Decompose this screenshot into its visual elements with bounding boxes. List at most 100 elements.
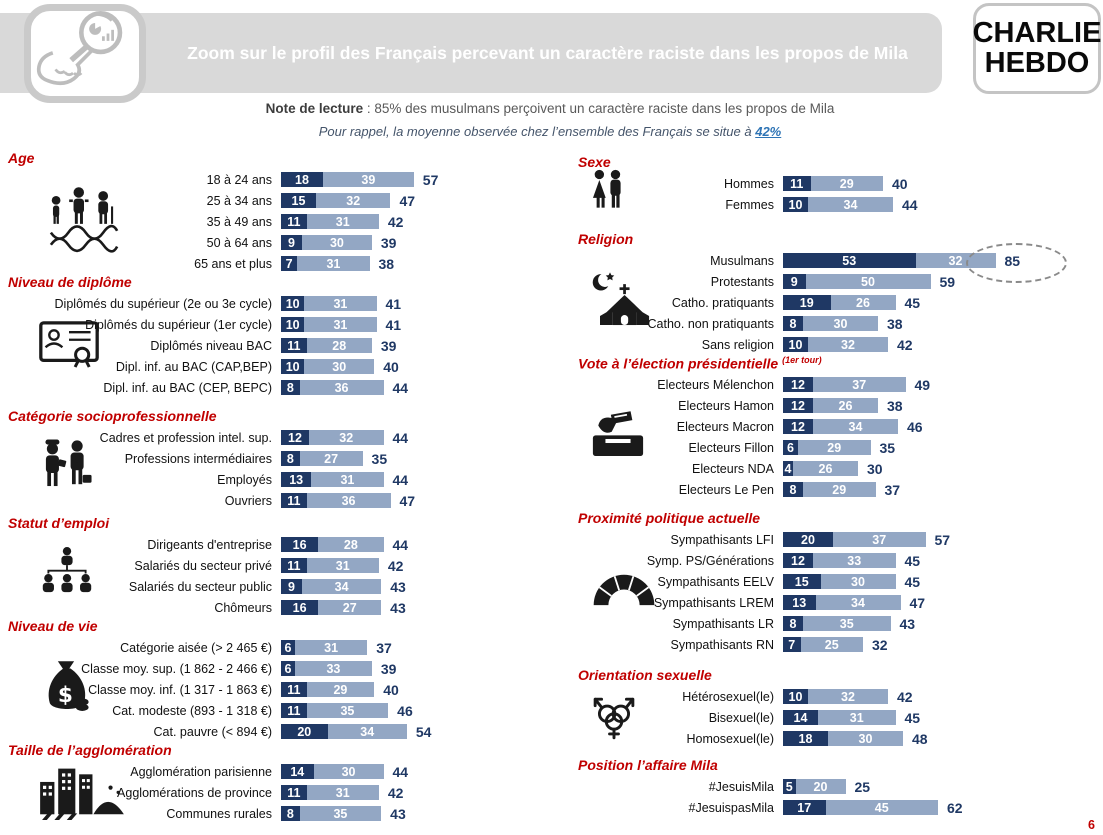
logo-line1: CHARLIE	[972, 16, 1102, 49]
bar-segment-dark: 10	[281, 317, 305, 332]
average-value-link[interactable]: 42%	[755, 124, 782, 139]
bar-row: Salariés du secteur public 9 34 43	[8, 576, 473, 597]
stacked-bar: 13 31	[281, 472, 384, 487]
bar-segment-dark: 12	[783, 553, 813, 568]
bar-row: Bisexuel(le) 14 31 45	[578, 707, 1101, 728]
row-label: Diplômés du supérieur (1er cycle)	[85, 317, 272, 332]
row-total: 35	[879, 439, 896, 456]
stacked-bar: 11 29	[281, 682, 375, 697]
row-total: 39	[380, 660, 397, 677]
stacked-bar: 10 30	[281, 359, 375, 374]
row-total: 35	[371, 450, 388, 467]
stacked-bar: 15 32	[281, 193, 391, 208]
left-column: Age 18 à 24 ans 18 39 57 25 à 34 ans 15 32 47 35…	[8, 150, 473, 824]
stacked-bar: 6 31	[281, 640, 368, 655]
stacked-bar: 11 31	[281, 214, 379, 229]
bar-row: Salariés du secteur privé 11 31 42	[8, 555, 473, 576]
row-label: Agglomérations de province	[117, 785, 272, 800]
section-title-text: Vote à l’élection présidentielle	[578, 355, 779, 372]
stacked-bar: 11 31	[281, 785, 379, 800]
bar-segment-light: 34	[301, 579, 382, 594]
row-label: Professions intermédiaires	[124, 451, 272, 466]
row-label: Musulmans	[710, 253, 774, 268]
stacked-bar: 20 37	[783, 532, 926, 547]
section-body: Diplômés du supérieur (2e ou 3e cycle) 10…	[8, 293, 473, 398]
bar-segment-dark: 20	[281, 724, 328, 739]
stacked-bar: 17 45	[783, 800, 938, 815]
bar-segment-light: 45	[825, 800, 938, 815]
bar-row: Hommes 11 29 40	[578, 173, 1101, 194]
row-total: 44	[392, 763, 409, 780]
row-total: 41	[385, 295, 402, 312]
section-proximite-politique-actuelle: Proximité politique actuelle Sympathisan…	[578, 510, 1101, 655]
section-taille-de-l-agglomeration: Taille de l’agglomération Agglomération …	[8, 742, 473, 824]
row-total: 38	[887, 315, 903, 332]
bar-segment-light: 31	[297, 256, 370, 271]
row-label: Classe moy. inf. (1 317 - 1 863 €)	[88, 682, 272, 697]
bar-row: Diplômés du supérieur (1er cycle) 10 31 41	[8, 314, 473, 335]
row-label: 65 ans et plus	[194, 256, 272, 271]
section-body: $ Catégorie aisée (> 2 465 €) 6 31 37 Classe …	[8, 637, 473, 742]
row-label: Sympathisants LREM	[653, 595, 774, 610]
bar-segment-light: 33	[813, 553, 896, 568]
bar-row: Electeurs Hamon 12 26 38	[578, 395, 1101, 416]
bar-row: Professions intermédiaires 8 27 35	[8, 448, 473, 469]
stacked-bar: 11 35	[281, 703, 389, 718]
stacked-bar: 10 31	[281, 296, 377, 311]
section-religion: Religion Musulmans 53 32 85 Protestants 9 50 59…	[578, 231, 1101, 355]
bar-segment-light: 31	[306, 558, 379, 573]
bar-segment-dark: 11	[281, 682, 307, 697]
row-total: 45	[904, 552, 921, 569]
page-title: Zoom sur le profil des Français percevan…	[187, 42, 908, 63]
bar-segment-light: 32	[808, 689, 888, 704]
bar-segment-dark: 14	[783, 710, 818, 725]
stacked-bar: 12 26	[783, 398, 878, 413]
row-total: 46	[907, 418, 923, 435]
section-title: Niveau de vie	[8, 618, 473, 637]
bar-segment-light: 32	[308, 430, 384, 445]
bar-segment-light: 36	[306, 493, 391, 508]
row-total: 44	[392, 379, 409, 396]
bar-segment-light: 37	[813, 377, 906, 392]
row-total: 47	[909, 594, 926, 611]
diploma-icon	[38, 319, 100, 373]
row-total: 85	[1004, 252, 1021, 269]
section-title: Age	[8, 150, 473, 169]
bar-segment-light: 30	[820, 574, 896, 589]
bar-segment-dark: 18	[783, 731, 828, 746]
section-title-text: Religion	[578, 231, 634, 247]
average-note: Pour rappel, la moyenne observée chez l’…	[160, 124, 940, 139]
row-label: Cat. pauvre (< 894 €)	[153, 724, 272, 739]
bar-segment-dark: 15	[783, 574, 821, 589]
stacked-bar: 53 32	[783, 253, 996, 268]
male-female-icon	[590, 169, 624, 219]
bar-segment-dark: 16	[281, 537, 319, 552]
row-total: 44	[392, 536, 409, 553]
section-title-sup: (1er tour)	[782, 355, 822, 365]
row-label: Bisexuel(le)	[708, 710, 774, 725]
bar-segment-light: 20	[795, 779, 846, 794]
bar-segment-light: 33	[294, 661, 372, 676]
row-total: 32	[872, 636, 888, 653]
section-body: 18 à 24 ans 18 39 57 25 à 34 ans 15 32 47 35 à 4…	[8, 169, 473, 274]
row-total: 62	[947, 799, 963, 816]
stacked-bar: 13 34	[783, 595, 901, 610]
row-label: 50 à 64 ans	[206, 235, 272, 250]
row-label: #JesuisMila	[708, 779, 774, 794]
section-categorie-socioprofessionnelle: Catégorie socioprofessionnelle Cadres et…	[8, 408, 473, 511]
row-label: Sympathisants LR	[672, 616, 774, 631]
row-total: 48	[912, 730, 928, 747]
stacked-bar: 4 26	[783, 461, 858, 476]
row-label: Employés	[217, 472, 272, 487]
bar-segment-light: 26	[813, 398, 878, 413]
bar-row: Catégorie aisée (> 2 465 €) 6 31 37	[8, 637, 473, 658]
bar-row: Protestants 9 50 59	[578, 271, 1101, 292]
bar-segment-light: 27	[299, 451, 363, 466]
bar-segment-light: 34	[815, 595, 901, 610]
section-orientation-sexuelle: Orientation sexuelle Hétérosexuel(le) 10 3…	[578, 667, 1101, 749]
bar-row: Employés 13 31 44	[8, 469, 473, 490]
stacked-bar: 9 50	[783, 274, 931, 289]
bar-segment-light: 34	[813, 419, 898, 434]
row-label: Salariés du secteur privé	[134, 558, 272, 573]
bar-segment-dark: 5	[783, 779, 796, 794]
